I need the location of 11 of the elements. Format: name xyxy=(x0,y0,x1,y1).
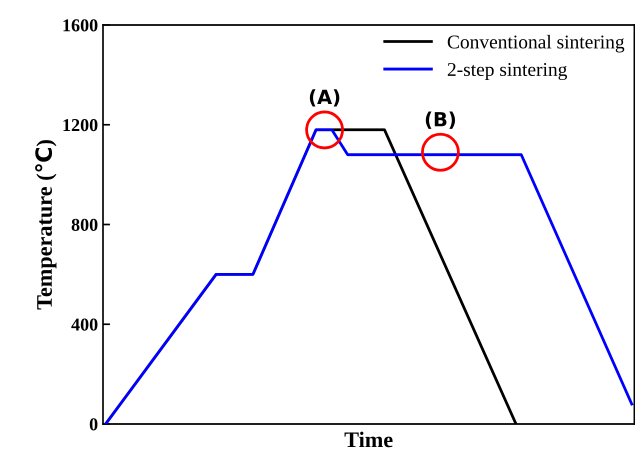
y-axis-title: Temperature (℃) xyxy=(35,140,56,310)
y-tick-label: 0 xyxy=(90,418,98,430)
y-tick-label: 1200 xyxy=(63,119,98,132)
annotation: (B) xyxy=(426,112,456,129)
legend-label: Conventional sintering xyxy=(448,34,624,53)
legend-label: 2-step sintering xyxy=(448,62,568,80)
y-tick-label: 800 xyxy=(72,218,98,231)
y-tick-label: 1600 xyxy=(63,19,98,32)
annotation: (A) xyxy=(310,89,340,107)
y-tick-label: 400 xyxy=(71,318,98,331)
x-axis-title: Time xyxy=(344,432,393,448)
